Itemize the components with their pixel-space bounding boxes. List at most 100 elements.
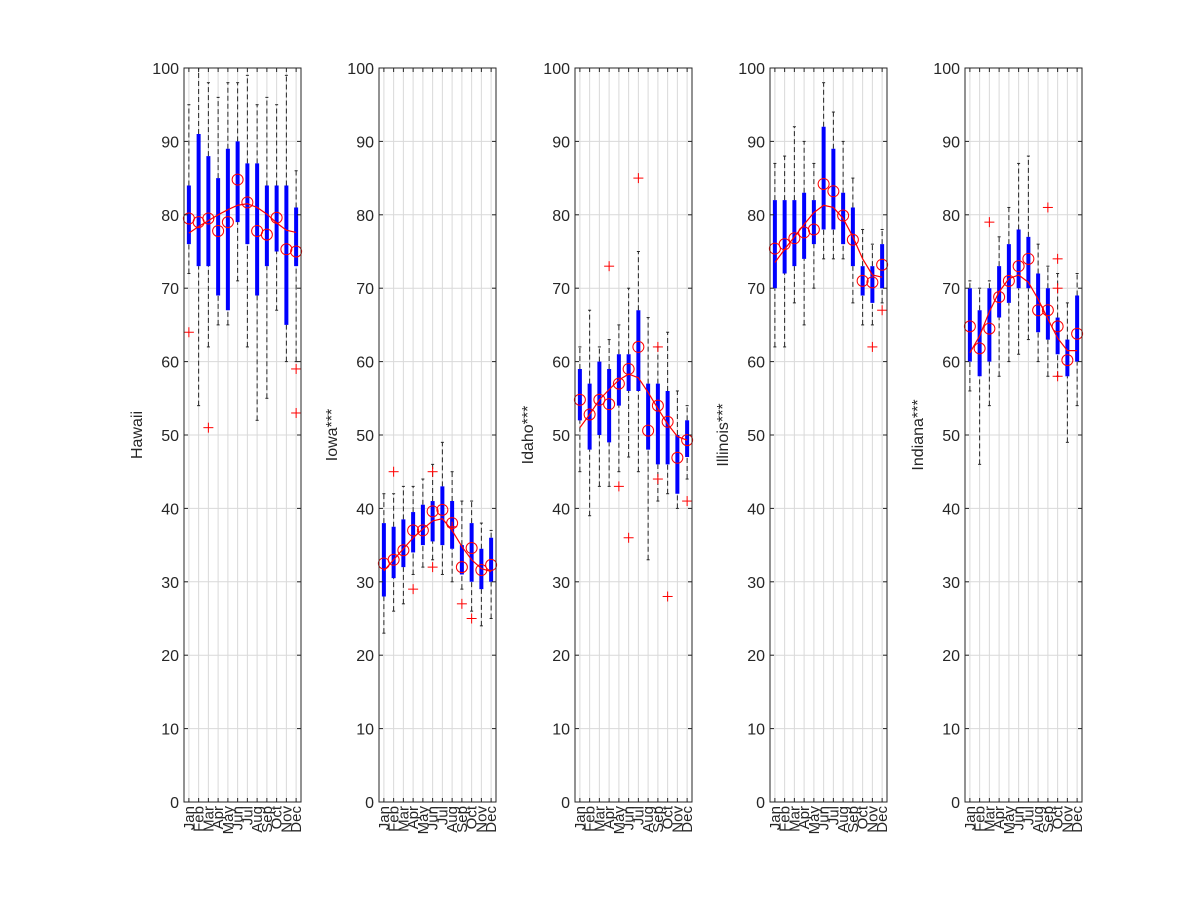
mean-marker bbox=[681, 434, 694, 447]
x-tick-label: Mar bbox=[981, 806, 998, 832]
mean-marker bbox=[993, 291, 1006, 304]
x-tick-label: Jan bbox=[376, 806, 393, 830]
y-tick-label: 30 bbox=[356, 575, 374, 592]
mean-marker bbox=[612, 377, 625, 390]
chart-panel-idaho: 0 10 20 30 40 50 60 70 80 90 100 JanFebMarAprMayJun… bbox=[520, 61, 696, 834]
x-tick-label: Dec bbox=[679, 806, 696, 833]
outlier-marker bbox=[456, 598, 467, 609]
fit-line bbox=[774, 204, 883, 278]
outlier-marker bbox=[652, 474, 663, 485]
mean-marker bbox=[290, 245, 303, 258]
mean-marker bbox=[671, 451, 684, 464]
mean-marker bbox=[397, 544, 410, 557]
outlier-marker bbox=[682, 496, 693, 507]
mean-marker bbox=[1041, 304, 1054, 317]
x-tick-label: Sep bbox=[650, 806, 667, 833]
y-tick-label: 70 bbox=[942, 281, 960, 298]
x-tick-label: Aug bbox=[249, 806, 266, 833]
outlier-marker bbox=[203, 422, 214, 433]
mean-marker bbox=[573, 393, 586, 406]
x-tick-label: Oct bbox=[660, 805, 677, 829]
mean-marker bbox=[876, 258, 889, 271]
y-tick-label: 50 bbox=[161, 428, 179, 445]
fit-line bbox=[383, 518, 492, 573]
mean-marker bbox=[260, 228, 273, 241]
x-tick-label: Mar bbox=[200, 806, 217, 832]
x-tick-label: Sep bbox=[454, 806, 471, 833]
mean-marker bbox=[827, 185, 840, 198]
y-tick-label: 40 bbox=[552, 501, 570, 518]
y-tick-label: 40 bbox=[356, 501, 374, 518]
y-tick-label: 70 bbox=[552, 281, 570, 298]
y-tick-label: 100 bbox=[347, 61, 374, 78]
x-tick-label: Apr bbox=[405, 806, 422, 829]
y-tick-label: 70 bbox=[356, 281, 374, 298]
x-tick-label: Sep bbox=[1040, 806, 1057, 833]
mean-marker bbox=[778, 238, 791, 251]
x-tick-label: May bbox=[806, 806, 823, 835]
outlier-marker bbox=[291, 407, 302, 418]
mean-marker bbox=[1051, 320, 1064, 333]
outlier-marker bbox=[652, 341, 663, 352]
mean-marker bbox=[221, 216, 234, 229]
x-tick-label: Dec bbox=[874, 806, 891, 833]
x-tick-label: Apr bbox=[210, 806, 227, 829]
outlier-marker bbox=[662, 591, 673, 602]
mean-marker bbox=[241, 196, 254, 209]
y-tick-label: 70 bbox=[161, 281, 179, 298]
y-tick-label: 30 bbox=[552, 575, 570, 592]
y-tick-label: 80 bbox=[356, 208, 374, 225]
mean-marker bbox=[866, 276, 879, 289]
mean-marker bbox=[280, 243, 293, 256]
mean-marker bbox=[1022, 252, 1035, 265]
x-tick-label: Jun bbox=[1011, 806, 1028, 830]
x-tick-label: Jan bbox=[572, 806, 589, 830]
x-tick-label: Feb bbox=[972, 806, 989, 832]
mean-marker bbox=[270, 211, 283, 224]
mean-marker bbox=[593, 393, 606, 406]
x-tick-label: Jan bbox=[767, 806, 784, 830]
y-tick-label: 20 bbox=[356, 648, 374, 665]
x-tick-label: Nov bbox=[1059, 806, 1076, 833]
y-tick-label: 10 bbox=[356, 722, 374, 739]
y-tick-label: 60 bbox=[747, 355, 765, 372]
x-tick-label: Aug bbox=[640, 806, 657, 833]
chart-panel-illinois: 0 10 20 30 40 50 60 70 80 90 100 JanFebMarAprMayJun… bbox=[715, 61, 891, 834]
y-tick-label: 20 bbox=[161, 648, 179, 665]
outlier-marker bbox=[408, 584, 419, 595]
x-tick-label: Jul bbox=[434, 806, 451, 825]
y-tick-label: 0 bbox=[170, 795, 179, 812]
mean-marker bbox=[846, 233, 859, 246]
x-tick-label: Jun bbox=[621, 806, 638, 830]
outlier-marker bbox=[877, 305, 888, 316]
y-tick-label: 80 bbox=[942, 208, 960, 225]
x-tick-label: Aug bbox=[444, 806, 461, 833]
fit-line bbox=[969, 274, 1078, 354]
x-tick-label: Jun bbox=[230, 806, 247, 830]
fit-line bbox=[188, 203, 297, 234]
mean-marker bbox=[1002, 274, 1015, 287]
x-tick-label: Jul bbox=[239, 806, 256, 825]
x-tick-label: Jul bbox=[630, 806, 647, 825]
x-tick-label: Apr bbox=[796, 806, 813, 829]
outlier-marker bbox=[1052, 253, 1063, 264]
y-tick-label: 60 bbox=[356, 355, 374, 372]
x-tick-label: Jun bbox=[425, 806, 442, 830]
y-tick-label: 90 bbox=[356, 134, 374, 151]
x-tick-label: Dec bbox=[483, 806, 500, 833]
y-tick-label: 70 bbox=[747, 281, 765, 298]
outlier-marker bbox=[984, 217, 995, 228]
y-tick-label: 80 bbox=[161, 208, 179, 225]
outlier-marker bbox=[466, 613, 477, 624]
outlier-marker bbox=[604, 261, 615, 272]
y-tick-label: 10 bbox=[942, 722, 960, 739]
y-tick-label: 10 bbox=[552, 722, 570, 739]
y-tick-label: 90 bbox=[552, 134, 570, 151]
mean-marker bbox=[788, 232, 801, 245]
x-tick-label: May bbox=[1001, 806, 1018, 835]
y-tick-label: 0 bbox=[756, 795, 765, 812]
mean-marker bbox=[407, 524, 420, 537]
mean-marker bbox=[231, 173, 244, 186]
y-axis-label: Indiana*** bbox=[910, 399, 927, 470]
